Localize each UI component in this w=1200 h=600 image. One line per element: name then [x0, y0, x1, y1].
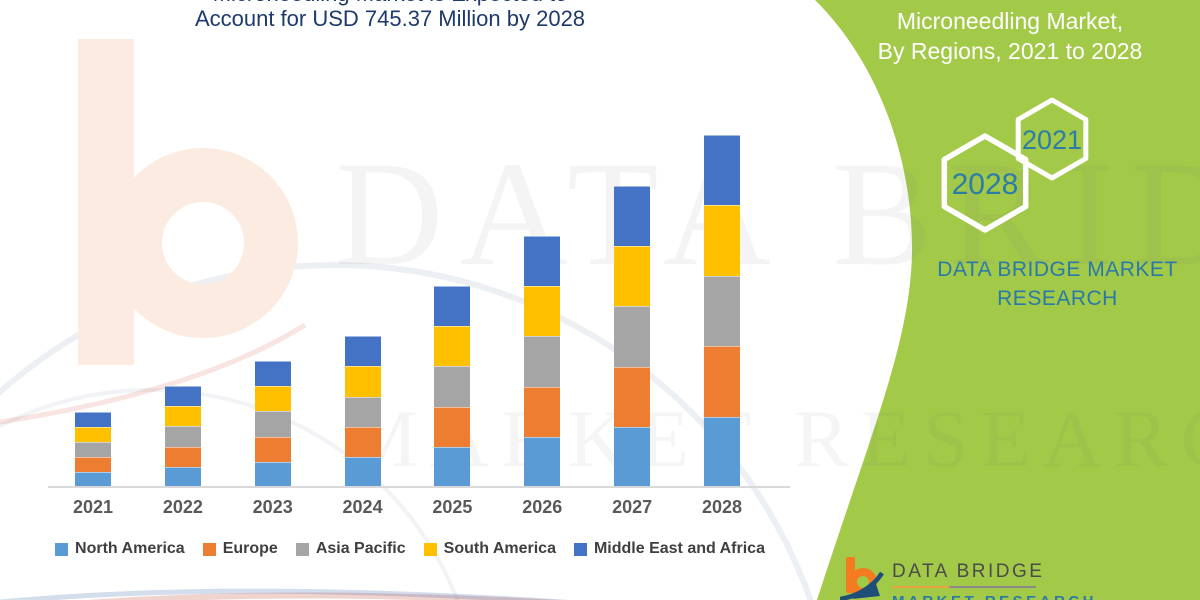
side-panel-brand-line1: DATA BRIDGE MARKET: [937, 258, 1178, 281]
bar-segment-asia-pacific-2023: [254, 411, 291, 437]
bar-segment-asia-pacific-2022: [164, 426, 201, 447]
bar-segment-middle-east-and-africa-2026: [524, 236, 561, 287]
bar-segment-south-america-2026: [524, 286, 561, 337]
side-panel-heading-line2: By Regions, 2021 to 2028: [877, 38, 1143, 64]
bar-segment-europe-2022: [164, 446, 201, 467]
bar-segment-europe-2027: [614, 366, 651, 427]
side-panel-heading: Microneedling Market, By Regions, 2021 t…: [860, 6, 1160, 66]
bar-segment-south-america-2028: [703, 205, 740, 276]
legend-label: Asia Pacific: [315, 540, 406, 557]
x-axis-label-2022: 2022: [162, 497, 203, 517]
bar-segment-middle-east-and-africa-2022: [164, 385, 201, 407]
x-axis-label-2027: 2027: [612, 497, 653, 517]
legend-item-europe: Europe: [202, 540, 278, 558]
chart-legend: North America Europe Asia Pacific South Ame…: [30, 540, 790, 558]
bar-segment-europe-2024: [344, 426, 381, 457]
legend-label: Europe: [222, 540, 278, 557]
bar-segment-europe-2025: [434, 406, 471, 447]
footer-brand-underline: [892, 586, 1036, 588]
x-axis-label-2028: 2028: [701, 497, 742, 517]
bar-segment-asia-pacific-2027: [614, 306, 651, 367]
red-swoosh-watermark: [0, 322, 307, 425]
logo-blue-sail: [852, 584, 880, 599]
legend-item-middle-east-and-africa: Middle East and Africa: [573, 540, 765, 558]
red-bottom-arc: [86, 592, 562, 600]
side-panel-background: [815, 0, 1200, 600]
bar-segment-asia-pacific-2021: [75, 441, 111, 457]
bar-segment-europe-2026: [524, 386, 561, 437]
side-panel-brand-line2: RESEARCH: [997, 287, 1118, 310]
bar-segment-middle-east-and-africa-2021: [75, 411, 111, 427]
x-axis-label-2026: 2026: [522, 497, 563, 517]
hexagon-2028: [941, 133, 1029, 233]
side-panel-heading-line1: Microneedling Market,: [896, 8, 1124, 34]
circle-watermark-inner: [0, 388, 460, 600]
x-axis-label-2021: 2021: [72, 497, 114, 517]
circle-watermark: [0, 262, 814, 600]
chart-title-line2: Account for USD 745.37 Million by 2028: [194, 6, 586, 31]
x-axis-label-2024: 2024: [342, 497, 383, 517]
legend-item-north-america: North America: [55, 540, 185, 558]
bar-segment-middle-east-and-africa-2023: [254, 360, 291, 387]
footer-brand-text: DATA BRIDGE: [892, 561, 1045, 582]
bar-segment-south-america-2024: [344, 366, 381, 397]
legend-swatch: [573, 542, 587, 556]
bar-segment-north-america-2023: [254, 461, 291, 487]
bar-segment-europe-2028: [703, 346, 740, 417]
footer-sub-text-clipped: MARKET RESEARCH: [892, 593, 1097, 600]
bar-segment-south-america-2027: [614, 246, 651, 307]
legend-swatch: [202, 542, 216, 556]
bar-segment-middle-east-and-africa-2025: [434, 286, 471, 327]
legend-swatch: [423, 542, 437, 556]
bar-segment-north-america-2025: [434, 446, 471, 487]
databridge-logo-icon: [840, 557, 884, 600]
bar-segment-middle-east-and-africa-2024: [344, 336, 381, 367]
bar-segment-asia-pacific-2026: [524, 336, 561, 387]
bar-segment-asia-pacific-2028: [703, 275, 740, 347]
bar-segment-middle-east-and-africa-2027: [614, 186, 651, 247]
bar-segment-south-america-2021: [75, 426, 111, 442]
bar-segment-north-america-2028: [703, 416, 740, 487]
bar-segment-north-america-2021: [75, 472, 111, 487]
x-axis-label-2023: 2023: [252, 497, 293, 517]
hexagon-2021: [1015, 97, 1089, 181]
bar-segment-north-america-2026: [524, 436, 561, 487]
bar-segment-middle-east-and-africa-2028: [703, 135, 740, 206]
x-axis-label-2025: 2025: [432, 497, 473, 517]
bar-segment-asia-pacific-2024: [344, 396, 381, 427]
legend-item-asia-pacific: Asia Pacific: [295, 540, 406, 558]
legend-swatch: [55, 542, 69, 556]
side-panel-brand: DATA BRIDGE MARKET RESEARCH: [930, 255, 1185, 313]
legend-swatch: [295, 542, 309, 556]
hexagon-2028-label: 2028: [952, 168, 1019, 201]
legend-item-south-america: South America: [423, 540, 556, 558]
bar-segment-north-america-2024: [344, 456, 381, 487]
bar-segment-south-america-2025: [434, 326, 471, 367]
x-axis-line: [48, 486, 790, 488]
bar-segment-north-america-2022: [164, 466, 201, 487]
bar-segment-europe-2023: [254, 436, 291, 462]
bar-segment-south-america-2023: [254, 386, 291, 412]
bar-segment-europe-2021: [75, 457, 111, 472]
logo-blue-swoosh: [840, 571, 884, 600]
hexagon-2021-label: 2021: [1022, 125, 1082, 155]
bar-segment-asia-pacific-2025: [434, 366, 471, 407]
bar-segment-south-america-2022: [164, 406, 201, 427]
legend-label: Middle East and Africa: [593, 540, 765, 557]
bar-segment-north-america-2027: [614, 426, 651, 487]
legend-label: North America: [75, 540, 185, 557]
legend-label: South America: [443, 540, 556, 557]
chart-title-line1-clipped: Microneedling Market is Expected to: [0, 0, 780, 7]
